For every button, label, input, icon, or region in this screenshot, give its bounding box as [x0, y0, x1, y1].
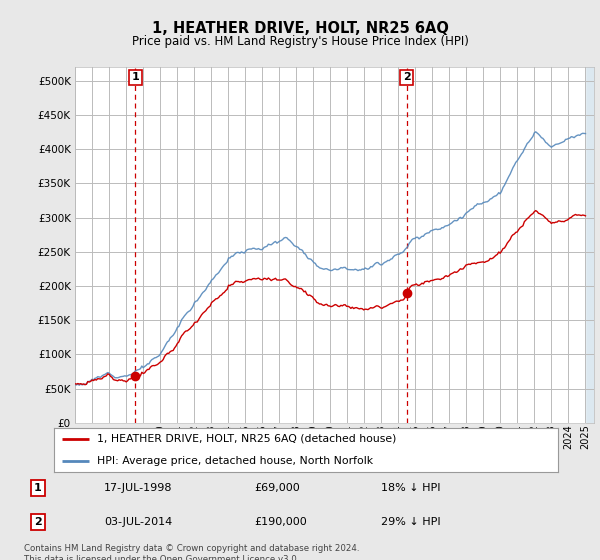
- Text: 29% ↓ HPI: 29% ↓ HPI: [380, 517, 440, 527]
- Text: £69,000: £69,000: [254, 483, 299, 493]
- Text: HPI: Average price, detached house, North Norfolk: HPI: Average price, detached house, Nort…: [97, 456, 373, 465]
- Text: 1, HEATHER DRIVE, HOLT, NR25 6AQ (detached house): 1, HEATHER DRIVE, HOLT, NR25 6AQ (detach…: [97, 434, 396, 444]
- Text: 1: 1: [34, 483, 42, 493]
- Text: 03-JUL-2014: 03-JUL-2014: [104, 517, 172, 527]
- Text: 2: 2: [403, 72, 410, 82]
- Text: 17-JUL-1998: 17-JUL-1998: [104, 483, 173, 493]
- Text: 1, HEATHER DRIVE, HOLT, NR25 6AQ: 1, HEATHER DRIVE, HOLT, NR25 6AQ: [152, 21, 448, 36]
- Text: 1: 1: [131, 72, 139, 82]
- Text: 2: 2: [34, 517, 42, 527]
- Text: 18% ↓ HPI: 18% ↓ HPI: [380, 483, 440, 493]
- Text: £190,000: £190,000: [254, 517, 307, 527]
- Text: Contains HM Land Registry data © Crown copyright and database right 2024.
This d: Contains HM Land Registry data © Crown c…: [24, 544, 359, 560]
- Text: Price paid vs. HM Land Registry's House Price Index (HPI): Price paid vs. HM Land Registry's House …: [131, 35, 469, 48]
